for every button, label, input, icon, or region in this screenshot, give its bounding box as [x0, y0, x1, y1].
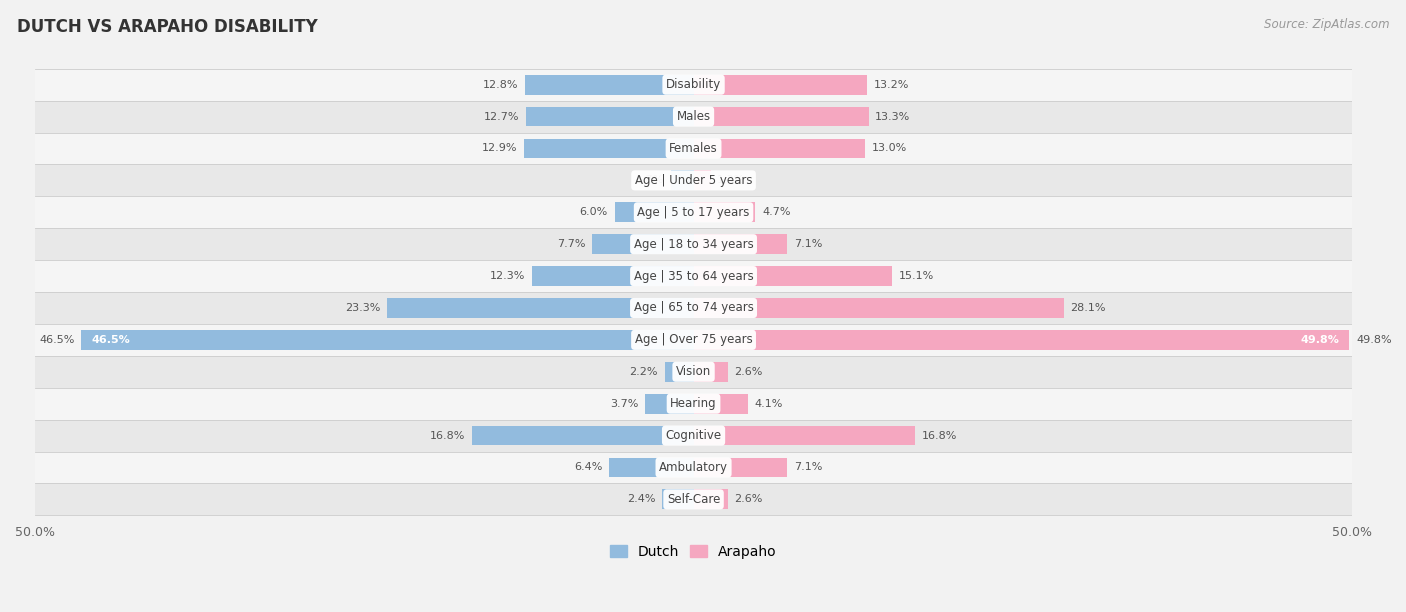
Text: 2.6%: 2.6%: [734, 494, 763, 504]
Text: 2.2%: 2.2%: [630, 367, 658, 377]
Bar: [387, 298, 693, 318]
Text: Cognitive: Cognitive: [665, 429, 721, 442]
Text: 49.8%: 49.8%: [1301, 335, 1339, 345]
Bar: [35, 388, 1353, 420]
Bar: [531, 266, 693, 286]
Bar: [35, 483, 1353, 515]
Text: 46.5%: 46.5%: [39, 335, 75, 345]
Text: 12.3%: 12.3%: [489, 271, 524, 281]
Text: Males: Males: [676, 110, 710, 123]
Text: Disability: Disability: [666, 78, 721, 91]
Text: Age | 5 to 17 years: Age | 5 to 17 years: [637, 206, 749, 218]
Bar: [693, 426, 915, 446]
Bar: [693, 171, 710, 190]
Text: 15.1%: 15.1%: [898, 271, 934, 281]
Bar: [671, 171, 693, 190]
Bar: [35, 260, 1353, 292]
Bar: [523, 138, 693, 159]
Text: Hearing: Hearing: [671, 397, 717, 410]
Bar: [82, 330, 693, 350]
Text: Self-Care: Self-Care: [666, 493, 720, 506]
Bar: [693, 234, 787, 254]
Text: Age | 35 to 64 years: Age | 35 to 64 years: [634, 269, 754, 283]
Bar: [693, 298, 1064, 318]
Text: 46.5%: 46.5%: [91, 335, 131, 345]
Text: 2.4%: 2.4%: [627, 494, 655, 504]
Bar: [665, 362, 693, 382]
Text: Source: ZipAtlas.com: Source: ZipAtlas.com: [1264, 18, 1389, 31]
Text: 1.3%: 1.3%: [717, 176, 745, 185]
Bar: [693, 490, 728, 509]
Bar: [35, 452, 1353, 483]
Bar: [35, 356, 1353, 388]
Bar: [472, 426, 693, 446]
Bar: [35, 420, 1353, 452]
Bar: [693, 362, 728, 382]
Text: DUTCH VS ARAPAHO DISABILITY: DUTCH VS ARAPAHO DISABILITY: [17, 18, 318, 36]
Text: 12.7%: 12.7%: [484, 111, 520, 122]
Bar: [693, 203, 755, 222]
Bar: [693, 106, 869, 127]
Bar: [592, 234, 693, 254]
Text: Age | Over 75 years: Age | Over 75 years: [634, 334, 752, 346]
Text: Ambulatory: Ambulatory: [659, 461, 728, 474]
Text: 1.7%: 1.7%: [636, 176, 665, 185]
Text: 13.2%: 13.2%: [875, 80, 910, 90]
Text: 13.3%: 13.3%: [876, 111, 911, 122]
Bar: [524, 75, 693, 95]
Bar: [645, 394, 693, 414]
Bar: [693, 330, 1350, 350]
Text: 13.0%: 13.0%: [872, 143, 907, 154]
Bar: [35, 165, 1353, 196]
Text: 7.7%: 7.7%: [557, 239, 585, 249]
Bar: [693, 266, 893, 286]
Text: 12.9%: 12.9%: [482, 143, 517, 154]
Text: Age | 18 to 34 years: Age | 18 to 34 years: [634, 237, 754, 251]
Legend: Dutch, Arapaho: Dutch, Arapaho: [610, 545, 778, 559]
Bar: [35, 100, 1353, 133]
Text: 2.6%: 2.6%: [734, 367, 763, 377]
Bar: [35, 69, 1353, 100]
Bar: [35, 133, 1353, 165]
Text: Vision: Vision: [676, 365, 711, 378]
Text: Age | Under 5 years: Age | Under 5 years: [634, 174, 752, 187]
Bar: [662, 490, 693, 509]
Bar: [693, 394, 748, 414]
Text: Females: Females: [669, 142, 718, 155]
Text: 6.4%: 6.4%: [574, 463, 603, 472]
Text: 16.8%: 16.8%: [921, 431, 957, 441]
Bar: [35, 196, 1353, 228]
Text: 28.1%: 28.1%: [1070, 303, 1105, 313]
Bar: [35, 324, 1353, 356]
Text: 49.8%: 49.8%: [1355, 335, 1392, 345]
Text: 23.3%: 23.3%: [344, 303, 380, 313]
Bar: [693, 458, 787, 477]
Bar: [526, 106, 693, 127]
Bar: [35, 292, 1353, 324]
Text: 16.8%: 16.8%: [430, 431, 465, 441]
Bar: [693, 75, 868, 95]
Text: 6.0%: 6.0%: [579, 207, 607, 217]
Text: Age | 65 to 74 years: Age | 65 to 74 years: [634, 302, 754, 315]
Text: 4.1%: 4.1%: [754, 398, 783, 409]
Bar: [35, 228, 1353, 260]
Bar: [693, 138, 865, 159]
Bar: [609, 458, 693, 477]
Text: 4.7%: 4.7%: [762, 207, 790, 217]
Text: 12.8%: 12.8%: [482, 80, 519, 90]
Text: 3.7%: 3.7%: [610, 398, 638, 409]
Text: 7.1%: 7.1%: [793, 463, 823, 472]
Bar: [614, 203, 693, 222]
Text: 7.1%: 7.1%: [793, 239, 823, 249]
